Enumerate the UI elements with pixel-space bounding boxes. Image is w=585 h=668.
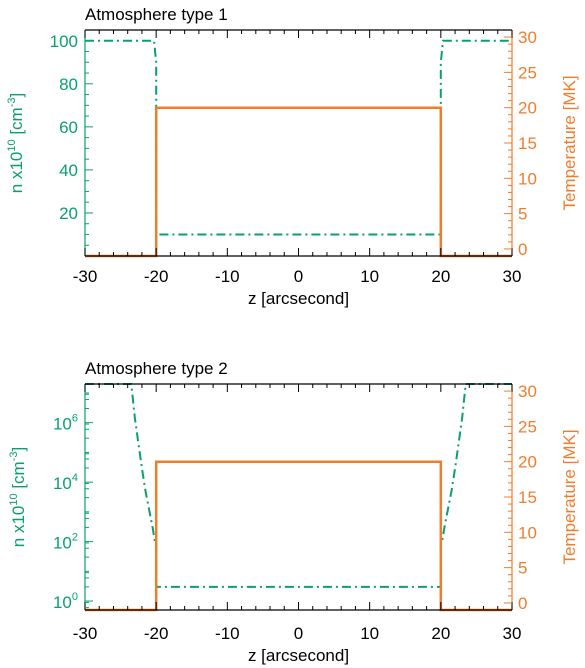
x-tick-label: -10 [215,267,240,286]
tick-exponent: 2 [72,532,78,544]
left-y-tick-label: 100 [50,32,78,51]
left-y-tick-label: 100 [53,591,78,612]
tick-exponent: 6 [72,413,78,425]
superscript: 10 [6,139,18,151]
left-y-tick-label: 40 [59,161,78,180]
tick-base: 10 [53,534,72,553]
right-y-tick-label: 10 [518,169,537,188]
right-y-axis-label: Temperature [MK] [560,75,579,210]
x-tick-label: 20 [431,267,450,286]
right-y-tick-label: 15 [518,134,537,153]
right-y-axis-label-group: Temperature [MK] [560,75,579,210]
right-y-tick-label: 30 [518,28,537,47]
label-part: ] [9,447,28,452]
right-y-axis-label-group: Temperature [MK] [560,429,579,564]
tick-exponent: 4 [72,472,78,484]
right-y-tick-label: 20 [518,453,537,472]
density-series-line [85,383,512,588]
right-y-tick-label: 25 [518,63,537,82]
right-y-tick-label: 0 [518,240,527,259]
chart-panel-1: Atmosphere type 1-30 -20 -10 0 10 20 30z [arcs… [6,5,579,308]
right-y-tick-label: 15 [518,488,537,507]
right-y-tick-label: 25 [518,417,537,436]
tick-exponent: 0 [72,591,78,603]
tick-base: 10 [53,593,72,612]
left-y-tick-label: 60 [59,118,78,137]
left-y-axis-label-group: n x1010 [cm-3] [8,447,28,547]
right-y-tick-label: 5 [518,559,527,578]
left-y-tick-label: 102 [53,532,78,553]
label-part: n x10 [7,152,26,194]
label-part: ] [7,93,26,98]
tick-base: 10 [53,415,72,434]
x-tick-label: 10 [360,267,379,286]
left-y-tick-label: 106 [53,413,78,434]
x-axis-label: z [arcsecond] [248,646,349,665]
superscript: -3 [8,452,20,462]
tick-base: 10 [53,474,72,493]
chart-panel-2: Atmosphere type 2-30 -20 -10 0 10 20 30z [arcs… [8,359,579,665]
left-y-tick-label: 20 [59,204,78,223]
x-tick-label: -30 [73,267,98,286]
label-part: [cm [9,461,28,493]
x-tick-label: 0 [294,624,303,643]
superscript: -3 [6,98,18,108]
left-y-axis-label: n x1010 [cm-3] [6,93,26,193]
superscript: 10 [8,493,20,505]
x-tick-label: -30 [73,624,98,643]
x-tick-label: 20 [431,624,450,643]
label-part: [cm [7,107,26,139]
right-y-tick-label: 0 [518,594,527,613]
chart-title: Atmosphere type 1 [85,5,228,24]
left-y-axis-label: n x1010 [cm-3] [8,447,28,547]
right-y-tick-label: 20 [518,99,537,118]
x-tick-label: -10 [215,624,240,643]
right-y-axis-label: Temperature [MK] [560,429,579,564]
left-y-tick-label: 104 [53,472,78,493]
x-tick-label: 0 [294,267,303,286]
x-tick-label: 10 [360,624,379,643]
x-tick-label: 30 [503,624,522,643]
left-y-axis-label-group: n x1010 [cm-3] [6,93,26,193]
right-y-tick-label: 5 [518,205,527,224]
x-tick-label: -20 [144,267,169,286]
x-tick-label: -20 [144,624,169,643]
x-tick-label: 30 [503,267,522,286]
x-axis-label: z [arcsecond] [248,289,349,308]
left-y-tick-label: 80 [59,75,78,94]
right-y-tick-label: 10 [518,523,537,542]
density-series-line [85,39,512,236]
chart-title: Atmosphere type 2 [85,359,228,378]
label-part: n x10 [9,506,28,548]
right-y-tick-label: 30 [518,382,537,401]
